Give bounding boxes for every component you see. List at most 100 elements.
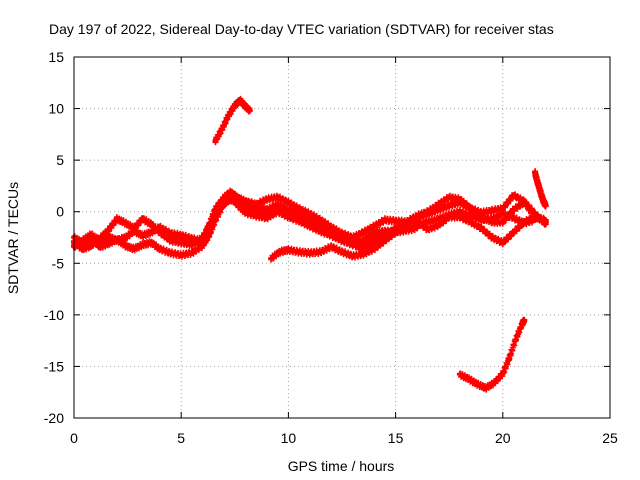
data-point [381, 230, 388, 237]
y-tick-label: -15 [44, 358, 64, 374]
data-point [360, 229, 367, 236]
y-tick-label: 0 [56, 204, 64, 220]
data-point [446, 194, 453, 201]
data-point [178, 239, 185, 246]
data-point [148, 221, 155, 228]
y-tick-label: -20 [44, 410, 64, 426]
data-point [531, 210, 538, 217]
data-point [237, 97, 244, 104]
data-point [339, 234, 345, 241]
x-tick-label: 20 [495, 430, 511, 446]
y-tick-label: -10 [44, 307, 64, 323]
data-point [414, 212, 421, 219]
data-point [246, 107, 253, 114]
data-point [253, 207, 260, 214]
series-markers [456, 316, 528, 393]
data-point [276, 248, 283, 255]
data-point [371, 245, 378, 252]
data-point [349, 253, 356, 260]
x-tick-label: 10 [281, 430, 297, 446]
data-point [371, 235, 378, 242]
data-point [167, 249, 174, 256]
data-point [167, 237, 174, 244]
data-point [199, 234, 206, 241]
data-point [188, 241, 195, 248]
data-point [456, 196, 463, 203]
data-point [510, 192, 517, 199]
data-point [339, 248, 345, 255]
data-point [306, 219, 313, 226]
data-point [542, 221, 549, 228]
data-point [499, 210, 506, 217]
data-point [435, 201, 442, 208]
data-point [482, 385, 489, 392]
data-point [296, 205, 303, 212]
data-point [478, 209, 485, 216]
series-track-4 [242, 202, 538, 249]
data-point [499, 219, 506, 226]
data-point [531, 216, 538, 223]
data-point [446, 202, 453, 209]
data-point [105, 240, 112, 247]
data-point [521, 317, 528, 324]
data-point [139, 215, 146, 222]
data-point [510, 206, 517, 213]
plot-frame [73, 56, 611, 419]
data-point [88, 231, 95, 238]
data-point [218, 126, 225, 133]
data-point [489, 234, 496, 241]
data-point [538, 192, 545, 199]
data-point [225, 112, 232, 119]
data-point [392, 217, 399, 224]
data-point [536, 184, 543, 191]
data-point [263, 211, 270, 218]
data-point [178, 232, 185, 239]
data-point [467, 205, 474, 212]
data-point [113, 237, 120, 244]
data-point [349, 237, 356, 244]
y-tick-label: -5 [52, 255, 65, 271]
data-point [328, 243, 335, 250]
data-point [403, 227, 410, 234]
data-point [424, 208, 431, 215]
data-point [131, 225, 138, 232]
data-point [242, 203, 249, 210]
data-point [446, 211, 453, 218]
data-point [274, 194, 281, 201]
y-tick-label: 10 [48, 101, 64, 117]
data-point [381, 237, 388, 244]
data-point [478, 225, 485, 232]
data-point [285, 210, 292, 217]
data-point [531, 169, 538, 176]
data-point [521, 220, 528, 227]
data-point [296, 248, 303, 255]
data-point [306, 249, 313, 256]
data-point [489, 215, 496, 222]
data-point [491, 379, 498, 386]
data-point [139, 241, 146, 248]
data-point [424, 219, 431, 226]
data-point [79, 237, 86, 244]
data-point [328, 229, 335, 236]
axis-ticks: 0 5 10 15 20 25 -20 -15 -10 -5 0 5 10 15 [44, 49, 618, 446]
data-point [534, 177, 541, 184]
data-point [263, 196, 270, 203]
data-point [212, 137, 219, 144]
data-point [456, 208, 463, 215]
data-point [424, 226, 431, 233]
data-point [206, 222, 213, 229]
data-point [122, 242, 129, 249]
data-point [242, 103, 249, 110]
y-axis-label: SDTVAR / TECUs [5, 182, 21, 294]
data-point [435, 215, 442, 222]
data-point [167, 230, 174, 237]
data-point [131, 245, 138, 252]
x-tick-label: 25 [602, 430, 618, 446]
data-point [156, 229, 163, 236]
x-tick-label: 15 [388, 430, 404, 446]
data-point [360, 251, 367, 258]
chart-title: Day 197 of 2022, Sidereal Day-to-day VTE… [49, 21, 554, 37]
data-point [122, 234, 129, 241]
grid [74, 57, 610, 418]
